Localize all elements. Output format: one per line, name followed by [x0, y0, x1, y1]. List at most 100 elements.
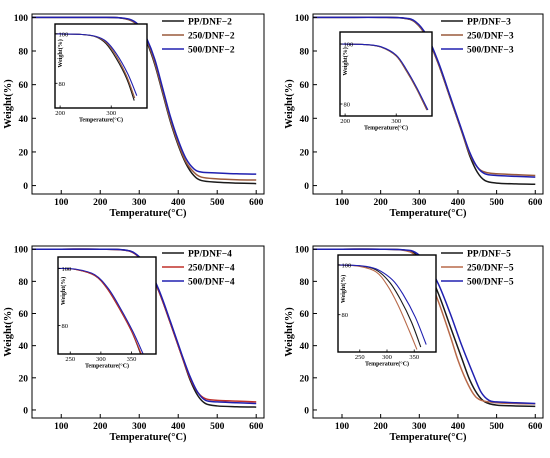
- inset-y-tick-label: 80: [344, 102, 351, 109]
- inset-frame: [339, 31, 433, 117]
- inset-frame: [54, 23, 148, 109]
- y-tick-label: 0: [304, 182, 309, 192]
- x-axis-label: Temperature(°C): [109, 432, 187, 443]
- legend-label-1: PP/DNF−4: [188, 250, 232, 260]
- inset-x-tick-label: 250: [355, 354, 365, 361]
- inset-background: [58, 257, 156, 354]
- inset-y-tick-label: 100: [62, 266, 72, 273]
- y-tick-label: 40: [300, 115, 310, 125]
- inset-x-tick-label: 300: [382, 354, 392, 361]
- legend-label-3: 500/DNF−5: [467, 278, 514, 288]
- y-tick-label: 60: [19, 81, 29, 91]
- inset-y-tick-label: 80: [59, 81, 66, 88]
- y-axis-label: Weight(%): [284, 307, 295, 357]
- legend-label-1: PP/DNF−2: [188, 18, 232, 28]
- inset-y-tick-label: 100: [342, 262, 352, 269]
- y-tick-label: 80: [300, 48, 310, 58]
- series-line-3: [313, 248, 536, 405]
- y-tick-label: 20: [19, 148, 29, 158]
- inset-background: [340, 32, 432, 116]
- x-tick-label: 400: [171, 198, 186, 208]
- y-tick-label: 80: [19, 278, 29, 288]
- chart-panel-1: 100 200 300 400 500 600 0 20 40 60 80 100 Temperatur…: [3, 13, 265, 219]
- x-tick-label: 600: [249, 422, 264, 432]
- chart-panel-4: 100 200 300 400 500 600 0 20 40 60 80 100 Temperatur…: [284, 245, 544, 443]
- legend-label-3: 500/DNF−2: [188, 46, 235, 56]
- inset-y-tick-label: 80: [62, 323, 69, 330]
- legend-label-3: 500/DNF−4: [188, 278, 235, 288]
- inset-x-axis-label: Temperature(°C): [85, 363, 129, 370]
- legend-label-1: PP/DNF−3: [467, 18, 511, 28]
- x-tick-label: 200: [374, 422, 389, 432]
- legend-label-3: 500/DNF−3: [467, 46, 514, 56]
- x-tick-label: 500: [210, 422, 225, 432]
- x-tick-label: 100: [335, 198, 350, 208]
- plot-frame: [312, 245, 544, 419]
- chart-panel-3: 100 200 300 400 500 600 0 20 40 60 80 100 Temperatur…: [3, 245, 265, 443]
- inset-y-tick-label: 100: [59, 31, 69, 38]
- y-tick-label: 100: [14, 246, 29, 256]
- y-tick-label: 20: [19, 374, 29, 384]
- y-tick-label: 40: [19, 115, 29, 125]
- y-tick-label: 0: [23, 406, 28, 416]
- y-axis-label: Weight(%): [284, 79, 295, 129]
- y-tick-label: 60: [300, 310, 310, 320]
- inset-x-tick-label: 200: [55, 110, 65, 117]
- x-tick-label: 100: [54, 422, 69, 432]
- y-tick-label: 100: [14, 14, 29, 24]
- plot-frame: [31, 13, 265, 195]
- inset-y-axis-label: Weight(%): [342, 47, 349, 75]
- inset-frame: [57, 256, 157, 355]
- inset-x-tick-label: 300: [391, 118, 401, 125]
- y-axis-label: Weight(%): [3, 307, 14, 357]
- inset-x-tick-label: 200: [340, 118, 350, 125]
- x-tick-label: 300: [412, 422, 427, 432]
- x-tick-label: 300: [132, 422, 147, 432]
- y-tick-label: 40: [300, 342, 310, 352]
- x-tick-label: 600: [528, 198, 543, 208]
- x-tick-label: 300: [132, 198, 147, 208]
- y-tick-label: 20: [300, 148, 310, 158]
- series-line-3: [32, 16, 257, 175]
- legend-label-2: 250/DNF−5: [467, 264, 514, 274]
- inset-series-line-2: [338, 264, 418, 350]
- x-tick-label: 200: [374, 198, 389, 208]
- y-tick-label: 80: [300, 278, 310, 288]
- y-tick-label: 80: [19, 48, 29, 58]
- inset-y-tick-label: 80: [342, 312, 349, 319]
- inset-x-axis-label: Temperature(°C): [365, 361, 409, 368]
- x-tick-label: 600: [528, 422, 543, 432]
- y-tick-label: 0: [304, 406, 309, 416]
- inset-x-tick-label: 300: [106, 110, 116, 117]
- inset-x-axis-label: Temperature(°C): [79, 117, 123, 124]
- series-line-3: [313, 16, 536, 178]
- inset-series-line-3: [340, 43, 429, 111]
- y-tick-label: 60: [19, 310, 29, 320]
- series-line-3: [32, 248, 257, 405]
- x-tick-label: 500: [210, 198, 225, 208]
- inset-y-tick-label: 100: [344, 42, 354, 49]
- x-tick-label: 500: [489, 198, 504, 208]
- x-tick-label: 200: [93, 422, 108, 432]
- legend-label-1: PP/DNF−5: [467, 250, 511, 260]
- inset-chart: 250 300 350 80 100 Temperature(°C) Weight(%): [337, 254, 437, 368]
- x-tick-label: 400: [451, 422, 466, 432]
- inset-chart: 250 300 350 80 100 Temperature(°C) Weight(%): [57, 256, 157, 370]
- x-tick-label: 100: [54, 198, 69, 208]
- inset-series-line-3: [55, 33, 138, 96]
- inset-x-axis-label: Temperature(°C): [364, 125, 408, 132]
- plot-frame: [31, 245, 265, 419]
- y-tick-label: 100: [295, 14, 310, 24]
- inset-background: [338, 255, 436, 352]
- x-tick-label: 600: [249, 198, 264, 208]
- inset-x-tick-label: 350: [127, 356, 137, 363]
- y-tick-label: 60: [300, 81, 310, 91]
- legend-label-2: 250/DNF−4: [188, 264, 235, 274]
- inset-y-axis-label: Weight(%): [60, 277, 67, 305]
- x-tick-label: 400: [451, 198, 466, 208]
- inset-x-tick-label: 350: [409, 354, 419, 361]
- inset-x-tick-label: 300: [96, 356, 106, 363]
- inset-chart: 200 300 80 100 Temperature(°C) Weight(%): [339, 31, 433, 132]
- x-axis-label: Temperature(°C): [389, 432, 467, 443]
